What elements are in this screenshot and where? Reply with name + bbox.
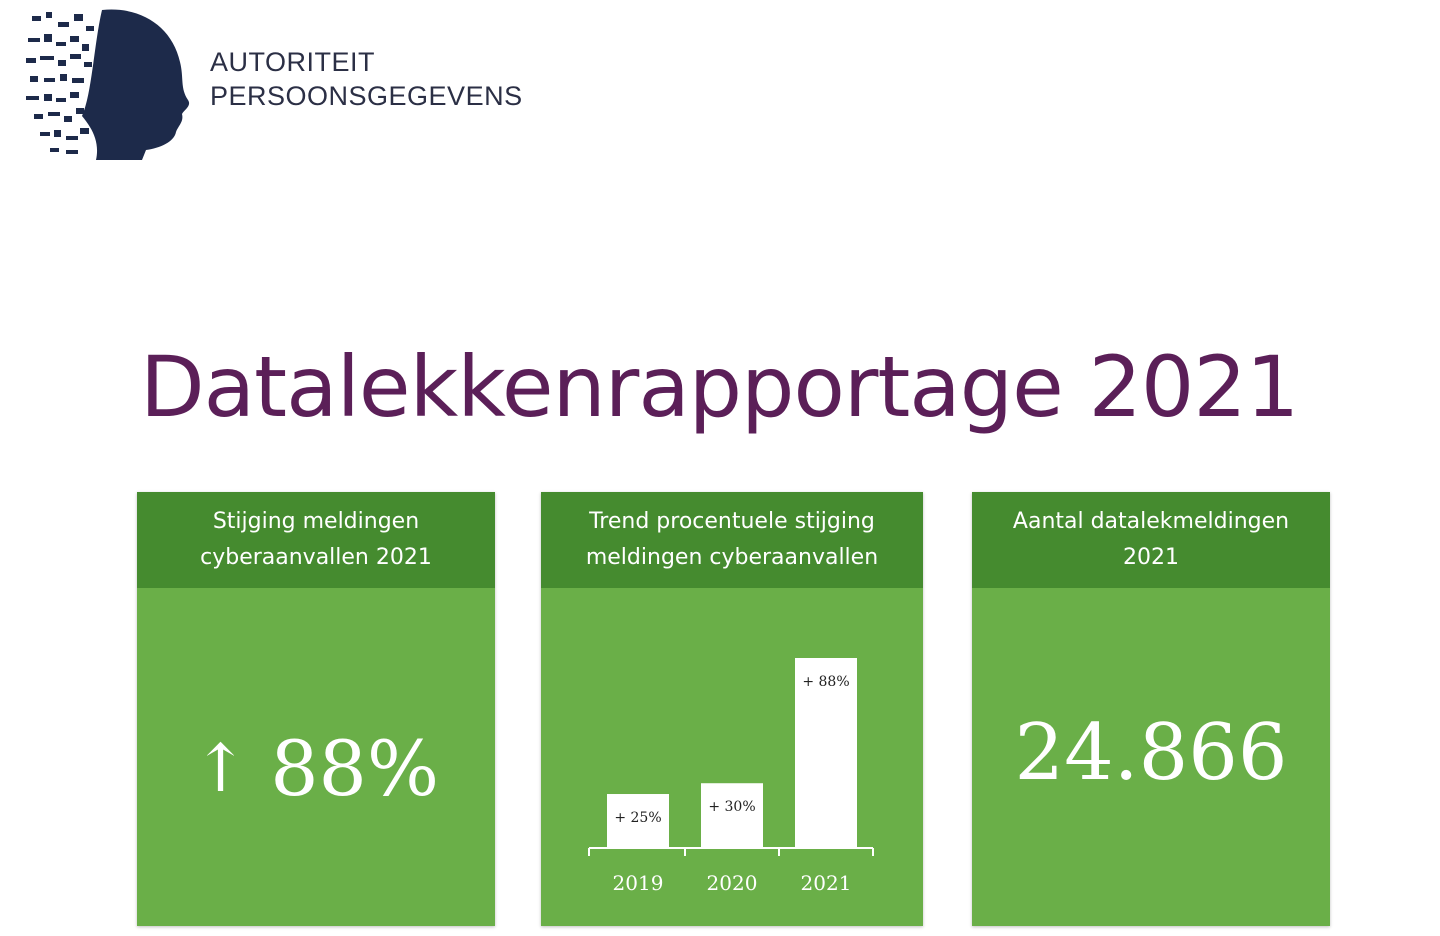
total-header-line1: Aantal datalekmeldingen bbox=[1012, 509, 1290, 534]
org-name-line2: PERSOONSGEGEVENS bbox=[210, 81, 523, 111]
total-value: 24.866 bbox=[1014, 708, 1288, 798]
up-arrow-icon: ↑ bbox=[192, 730, 249, 807]
bar-2019 bbox=[607, 794, 669, 848]
trend-panel-header: Trend procentuele stijging meldingen cyb… bbox=[541, 492, 923, 588]
org-name: AUTORITEIT PERSOONSGEGEVENS bbox=[210, 45, 523, 113]
tick-label-2019: 2019 bbox=[613, 871, 664, 895]
logo: AUTORITEIT PERSOONSGEGEVENS bbox=[22, 4, 523, 160]
increase-panel: Stijging meldingen cyberaanvallen 2021 ↑… bbox=[137, 492, 495, 926]
trend-header-line2: meldingen cyberaanvallen bbox=[585, 545, 879, 570]
total-header-line2: 2021 bbox=[1122, 545, 1179, 570]
trend-header-line1: Trend procentuele stijging bbox=[589, 509, 875, 534]
increase-value: 88% bbox=[270, 724, 440, 813]
trend-chart: + 25% 2019 + 30% 2020 + 88% 2021 bbox=[588, 658, 874, 895]
total-panel: Aantal datalekmeldingen 2021 24.866 bbox=[972, 492, 1330, 926]
increase-panel-header: Stijging meldingen cyberaanvallen 2021 bbox=[137, 492, 495, 588]
logo-head-icon bbox=[26, 9, 190, 160]
bar-label-2019: + 25% bbox=[614, 810, 661, 826]
bar-label-2020: + 30% bbox=[708, 799, 755, 815]
total-panel-header: Aantal datalekmeldingen 2021 bbox=[972, 492, 1330, 588]
org-name-line1: AUTORITEIT bbox=[210, 47, 376, 77]
bar-2020 bbox=[701, 783, 763, 848]
bar-2021 bbox=[795, 658, 857, 848]
bar-label-2021: + 88% bbox=[802, 674, 849, 690]
increase-header-line1: Stijging meldingen bbox=[212, 509, 420, 534]
tick-label-2021: 2021 bbox=[801, 871, 852, 895]
increase-header-line2: cyberaanvallen 2021 bbox=[200, 545, 432, 570]
increase-value-group: ↑ 88% bbox=[137, 724, 495, 813]
trend-panel: Trend procentuele stijging meldingen cyb… bbox=[541, 492, 923, 926]
report-title: Datalekkenrapportage 2021 bbox=[140, 338, 1299, 436]
tick-label-2020: 2020 bbox=[707, 871, 758, 895]
